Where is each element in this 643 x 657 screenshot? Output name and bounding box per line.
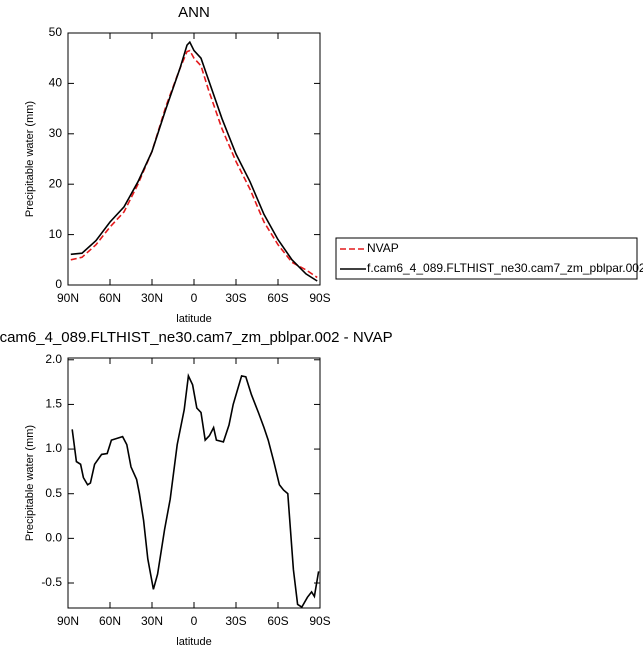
- x-tick-label: 90N: [57, 614, 79, 628]
- plot-frame: [67, 32, 321, 286]
- x-tick-label: 60N: [99, 291, 121, 305]
- y-tick-label: 20: [49, 176, 63, 190]
- y-axis-label: Precipitable water (mm): [24, 101, 36, 217]
- x-tick-label: 0: [191, 614, 198, 628]
- x-tick-label: 60N: [99, 614, 121, 628]
- y-tick-label: 30: [49, 126, 63, 140]
- y-tick-label: 10: [49, 227, 63, 241]
- y-tick-label: 40: [49, 76, 63, 90]
- data-line: [70, 40, 318, 282]
- x-tick-label: 30S: [225, 614, 246, 628]
- y-tick-label: 0.5: [45, 486, 62, 500]
- chart-title: ANN: [178, 4, 210, 21]
- x-tick-label: 30N: [141, 291, 163, 305]
- y-tick-label: 2.0: [45, 352, 62, 366]
- data-line: [70, 49, 318, 279]
- x-tick-label: 90S: [309, 614, 330, 628]
- y-tick-label: 1.5: [45, 397, 62, 411]
- legend-label: NVAP: [367, 241, 399, 255]
- x-tick-label: 60S: [267, 291, 288, 305]
- data-line: [71, 373, 320, 609]
- y-axis-label: Precipitable water (mm): [24, 425, 36, 541]
- x-axis-label: latitude: [176, 636, 211, 648]
- x-tick-label: 60S: [267, 614, 288, 628]
- x-tick-label: 90S: [309, 291, 330, 305]
- x-axis-label: latitude: [176, 313, 211, 325]
- y-tick-label: 50: [49, 25, 63, 39]
- y-tick-label: -0.5: [41, 575, 62, 589]
- y-tick-label: 0: [55, 277, 62, 291]
- x-tick-label: 0: [191, 291, 198, 305]
- y-tick-label: 1.0: [45, 441, 62, 455]
- y-tick-label: 0.0: [45, 531, 62, 545]
- legend-label: f.cam6_4_089.FLTHIST_ne30.cam7_zm_pblpar…: [367, 261, 643, 275]
- x-tick-label: 30N: [141, 614, 163, 628]
- x-tick-label: 30S: [225, 291, 246, 305]
- legend-box: [335, 237, 638, 280]
- x-tick-label: 90N: [57, 291, 79, 305]
- chart-title: .cam6_4_089.FLTHIST_ne30.cam7_zm_pblpar.…: [0, 329, 393, 346]
